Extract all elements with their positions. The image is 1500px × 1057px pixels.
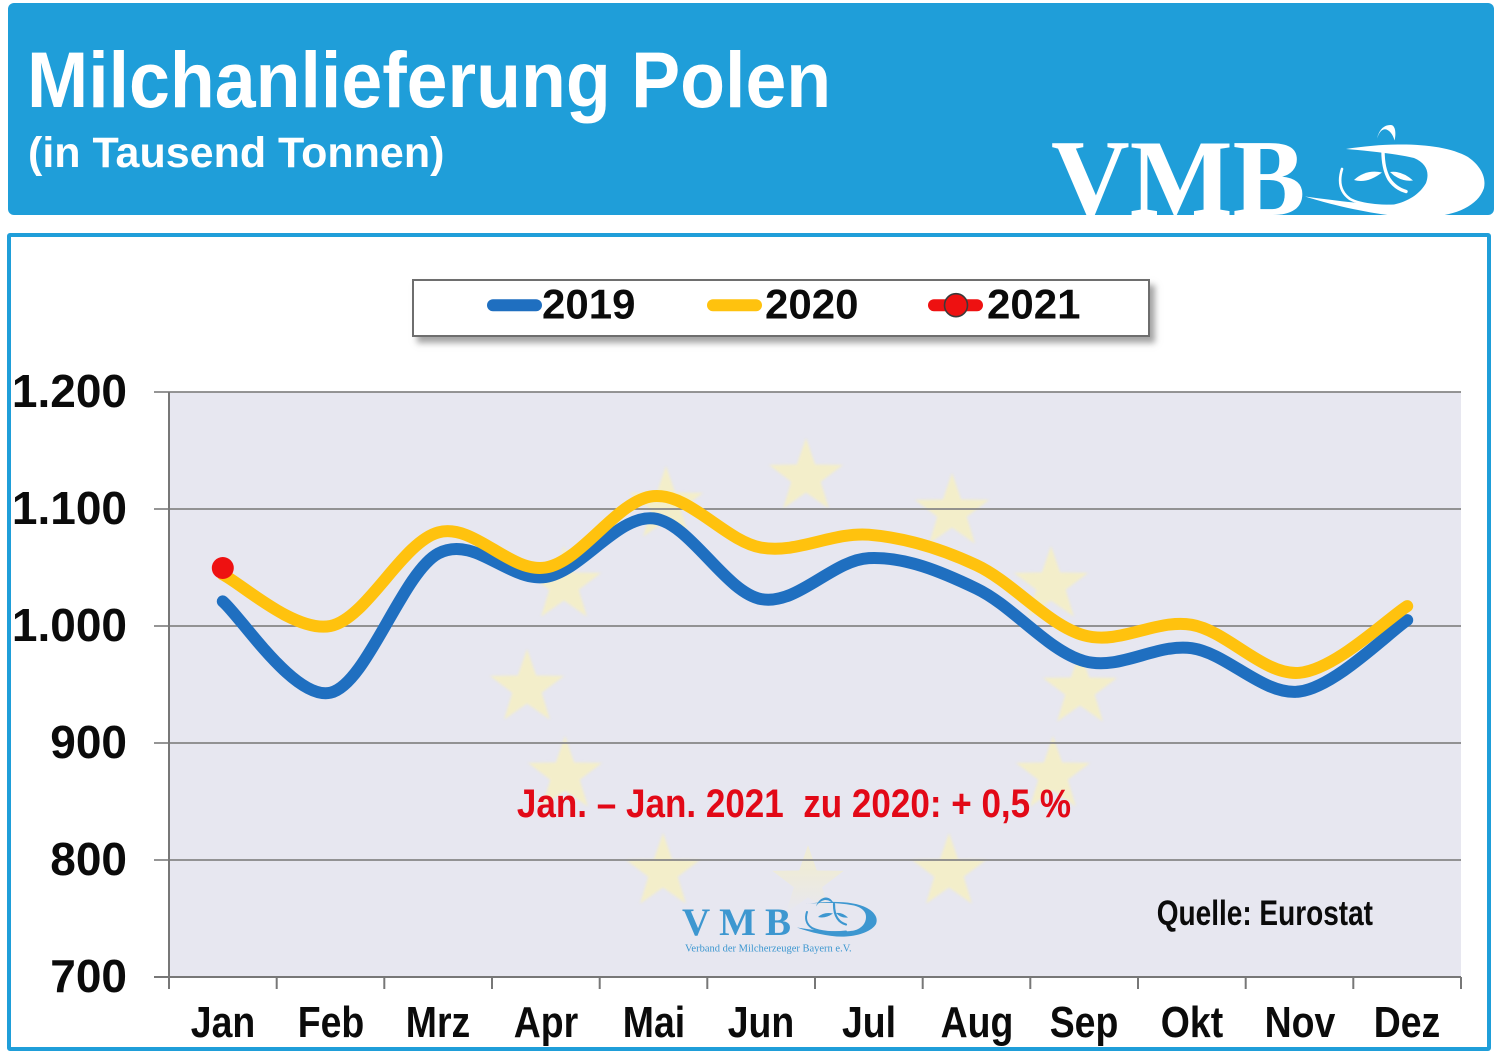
svg-text:VMB: VMB [1051,118,1305,230]
svg-text:VMB: VMB [682,901,800,944]
svg-text:2020: 2020 [765,280,858,327]
svg-text:2021: 2021 [987,280,1080,327]
svg-text:Verband der Milcherzeuger Baye: Verband der Milcherzeuger Bayern e.V. [685,944,852,955]
svg-text:2019: 2019 [542,280,635,327]
